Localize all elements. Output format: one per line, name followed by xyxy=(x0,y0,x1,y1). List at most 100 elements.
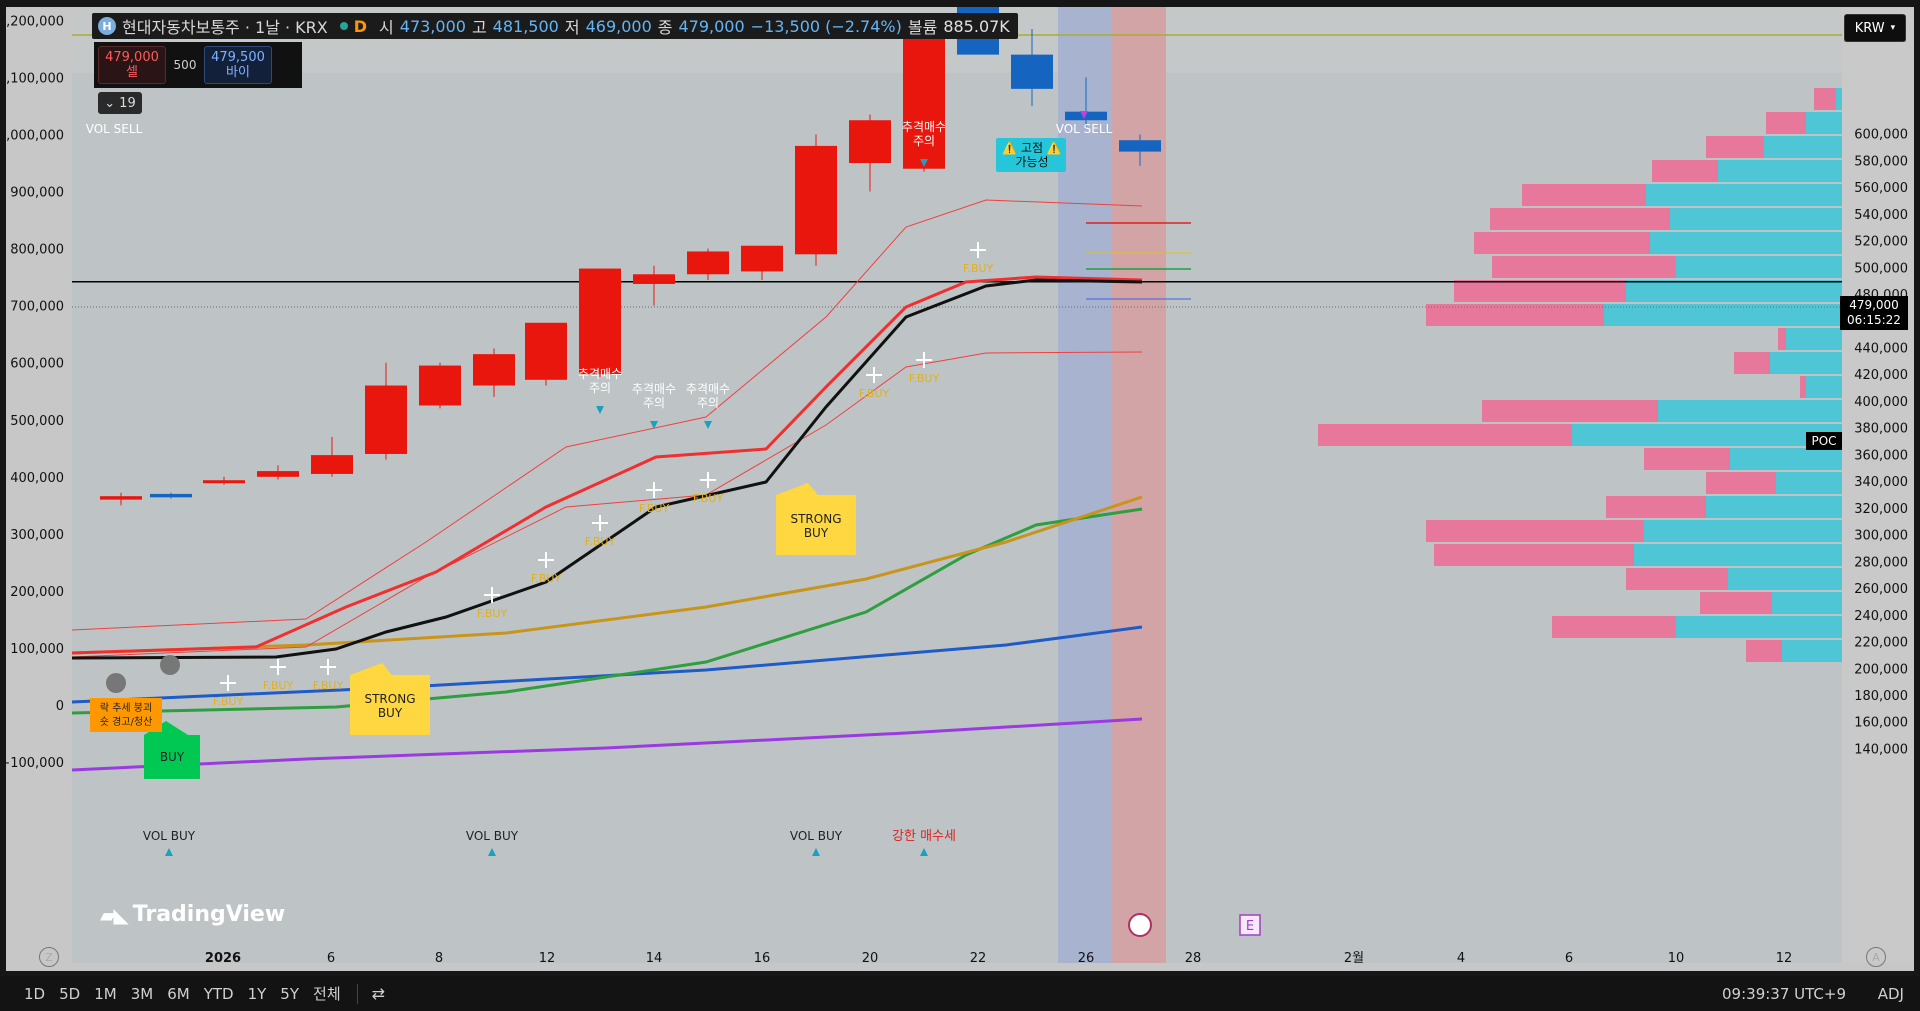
x-tick-label: 14 xyxy=(646,951,663,966)
quantity-field[interactable]: 500 xyxy=(173,58,197,72)
symbol-legend[interactable]: H 현대자동차보통주 · 1날 · KRX D 시 473,000 고 481,50… xyxy=(92,13,1018,39)
candle-body xyxy=(257,471,299,477)
chase-buy-warning: 주의 xyxy=(643,396,665,410)
y-left-tick-label: 0 xyxy=(56,699,64,714)
sell-button[interactable]: 479,000 셀 xyxy=(98,46,166,84)
range-1d[interactable]: 1D xyxy=(24,984,46,1003)
range-5y[interactable]: 5Y xyxy=(280,984,300,1003)
bottom-toolbar: 1D 5D 1M 3M 6M YTD 1Y 5Y 전체 ⇄ 09:39:37 U… xyxy=(0,976,1920,1011)
range-ytd[interactable]: YTD xyxy=(203,984,234,1003)
ma-gold-line xyxy=(71,495,1143,655)
y-left-tick-label: 1,000,000 xyxy=(6,129,64,144)
y-right-tick-label: 420,000 xyxy=(1854,368,1908,383)
indicators-collapse-button[interactable]: ⌄ 19 xyxy=(98,92,142,114)
f-buy-label: F.BUY xyxy=(693,492,724,505)
volume-profile-down-bar xyxy=(1718,160,1842,182)
volume-profile-down-bar xyxy=(1730,448,1842,470)
marker-circle xyxy=(106,673,126,693)
f-buy-cross xyxy=(538,552,554,568)
candle-body xyxy=(849,120,891,164)
f-buy-label: F.BUY xyxy=(585,535,616,548)
candle-body xyxy=(795,145,837,255)
strong-buy-text: BUY xyxy=(804,526,829,540)
last-price-tag: 479,000 06:15:22 xyxy=(1840,296,1908,330)
buy-button[interactable]: 479,500 바이 xyxy=(204,46,272,84)
volume-profile-up-bar xyxy=(1778,328,1786,350)
y-right-tick-label: 160,000 xyxy=(1854,716,1908,731)
volume-profile-up-bar xyxy=(1766,112,1806,134)
volume-profile-down-bar xyxy=(1836,88,1842,110)
open-label: 시 xyxy=(379,18,394,37)
f-buy-label: F.BUY xyxy=(859,387,890,400)
y-right-tick-label: 340,000 xyxy=(1854,475,1908,490)
range-3m[interactable]: 3M xyxy=(130,984,154,1003)
x-tick-label: 12 xyxy=(1776,951,1793,966)
f-buy-cross xyxy=(270,659,286,675)
x-tick-label: 26 xyxy=(1078,951,1095,966)
chase-buy-warning: 추격매수 xyxy=(686,382,730,396)
range-1m[interactable]: 1M xyxy=(94,984,117,1003)
range-6m[interactable]: 6M xyxy=(167,984,190,1003)
zoom-reset-button[interactable]: Z xyxy=(39,947,59,967)
range-5d[interactable]: 5D xyxy=(59,984,81,1003)
volume-profile-up-bar xyxy=(1706,136,1764,158)
currency-button[interactable]: KRW ▾ xyxy=(1844,14,1906,42)
f-buy-label: F.BUY xyxy=(909,372,940,385)
price-chart[interactable]: −100,000 0 100,000 200,000 300,000 400,000 500… xyxy=(6,7,1914,971)
volume-value: 885.07K xyxy=(943,16,1010,36)
open-value: 473,000 xyxy=(399,16,466,36)
f-buy-label: F.BUY xyxy=(531,572,562,585)
tradingview-logo-icon: ▰◣ xyxy=(100,902,129,927)
f-buy-label: F.BUY xyxy=(213,695,244,708)
chase-buy-marker xyxy=(650,421,658,429)
candle-body xyxy=(525,322,567,380)
volume-profile-up-bar xyxy=(1644,448,1730,470)
adjust-button[interactable]: ADJ xyxy=(1877,984,1904,1003)
bar-countdown: 06:15:22 xyxy=(1847,313,1901,327)
volume-profile-down-bar xyxy=(1772,592,1842,614)
tradingview-logo[interactable]: ▰◣ TradingView xyxy=(100,902,285,927)
y-right-tick-label: 140,000 xyxy=(1854,742,1908,757)
f-buy-cross xyxy=(646,482,662,498)
x-tick-label: 10 xyxy=(1668,951,1685,966)
volume-profile-down-bar xyxy=(1604,304,1842,326)
vol-sell-signal: VOL SELL xyxy=(1056,122,1113,136)
y-left-tick-label: 500,000 xyxy=(10,414,64,429)
candle-body xyxy=(1011,54,1053,89)
buy-box xyxy=(144,721,200,779)
y-left-tick-label: 1,100,000 xyxy=(6,71,64,86)
y-right-tick-label: 180,000 xyxy=(1854,689,1908,704)
ema-red-line xyxy=(71,275,1143,655)
compare-range-icon[interactable]: ⇄ xyxy=(371,984,386,1003)
quick-trade-panel: 479,000 셀 500 479,500 바이 xyxy=(94,42,302,88)
volume-profile-up-bar xyxy=(1814,88,1836,110)
auto-scale-button[interactable]: A xyxy=(1866,947,1886,967)
volume-profile-up-bar xyxy=(1490,208,1670,230)
volume-profile-down-bar xyxy=(1806,376,1842,398)
volume-profile-up-bar xyxy=(1800,376,1806,398)
f-buy-label: F.BUY xyxy=(313,679,344,692)
y-left-tick-label: 200,000 xyxy=(10,585,64,600)
strong-buy-box xyxy=(350,663,430,735)
x-tick-label: 8 xyxy=(435,951,443,966)
y-right-tick-label: 600,000 xyxy=(1854,128,1908,143)
clock[interactable]: 09:39:37 UTC+9 xyxy=(1722,984,1846,1003)
buy-text: BUY xyxy=(160,750,185,764)
strong-buy-text: BUY xyxy=(378,706,403,720)
range-1y[interactable]: 1Y xyxy=(247,984,267,1003)
range-all[interactable]: 전체 xyxy=(313,985,341,1003)
y-right-tick-label: 500,000 xyxy=(1854,261,1908,276)
highlight-band-red xyxy=(1112,7,1166,963)
volume-profile-down-bar xyxy=(1776,472,1842,494)
f-buy-cross xyxy=(866,367,882,383)
volume-profile-up-bar xyxy=(1482,400,1658,422)
volume-profile-up-bar xyxy=(1552,616,1676,638)
x-tick-label: 12 xyxy=(539,951,556,966)
f-buy-label: F.BUY xyxy=(639,502,670,515)
chase-buy-marker xyxy=(920,159,928,167)
f-buy-label: F.BUY xyxy=(963,262,994,275)
vol-buy-signal: VOL BUY xyxy=(143,829,196,843)
candle-body xyxy=(473,354,515,386)
volume-profile-up-bar xyxy=(1492,256,1676,278)
top-warning-box xyxy=(996,138,1066,172)
